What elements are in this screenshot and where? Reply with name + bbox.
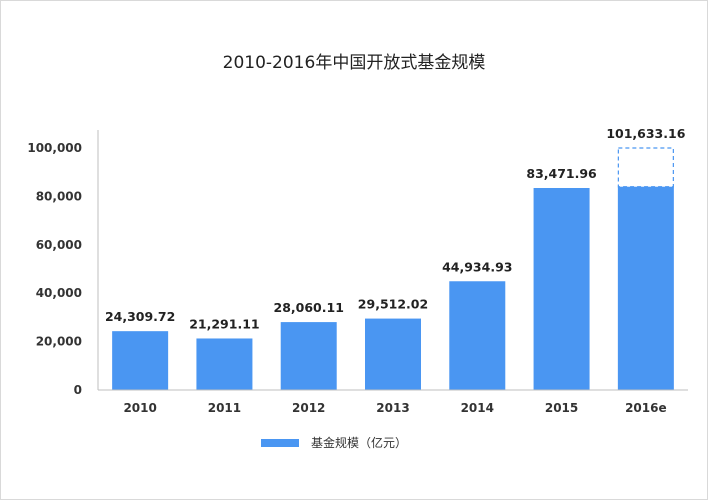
bar-2013 (365, 318, 421, 390)
data-label-2015: 83,471.96 (526, 166, 597, 181)
bar-2011 (196, 338, 253, 390)
x-tick-label-2013: 2013 (376, 401, 409, 415)
y-axis-labels: 0 20,000 40,000 60,000 80,000 100,000 (27, 141, 82, 397)
x-tick-label-2012: 2012 (292, 401, 325, 415)
bars (112, 147, 674, 390)
x-tick-label-2011: 2011 (208, 401, 241, 415)
x-axis-labels: 2010 2011 2012 2013 2014 2015 2016e (123, 401, 666, 415)
y-tick-label: 40,000 (36, 286, 82, 300)
y-tick-label: 20,000 (36, 335, 82, 349)
x-tick-label-2016e: 2016e (625, 401, 667, 415)
bar-2014 (449, 281, 506, 390)
data-label-2010: 24,309.72 (105, 309, 175, 324)
bar-2015 (533, 187, 590, 390)
chart-title: 2010-2016年中国开放式基金规模 (222, 53, 486, 73)
bar-2012 (280, 322, 337, 390)
legend: 基金规模（亿元） (0, 434, 708, 451)
y-tick-label: 80,000 (36, 189, 82, 203)
y-tick-label: 100,000 (27, 141, 82, 155)
bar-2010 (112, 331, 169, 390)
bar-estimate-outline-2016e (617, 147, 674, 188)
data-label-2016e: 101,633.16 (606, 126, 685, 141)
data-labels: 24,309.72 21,291.11 28,060.11 29,512.02 44,9… (105, 126, 686, 331)
legend-swatch (260, 438, 299, 447)
x-tick-label-2015: 2015 (545, 401, 578, 415)
y-tick-label: 60,000 (36, 238, 82, 252)
x-tick-label-2010: 2010 (123, 401, 156, 415)
x-tick-label-2014: 2014 (461, 401, 494, 415)
data-label-2012: 28,060.11 (274, 300, 344, 315)
y-tick-label: 0 (74, 383, 82, 397)
bar-2016e (617, 186, 674, 390)
data-label-2014: 44,934.93 (442, 259, 512, 274)
legend-label: 基金规模（亿元） (310, 436, 407, 450)
data-label-2013: 29,512.02 (358, 297, 428, 312)
data-label-2011: 21,291.11 (189, 316, 259, 331)
